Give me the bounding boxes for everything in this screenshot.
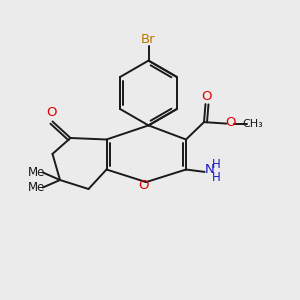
Text: O: O bbox=[46, 106, 57, 119]
Text: H: H bbox=[212, 158, 221, 171]
Text: Me: Me bbox=[28, 181, 46, 194]
Text: N: N bbox=[205, 163, 214, 176]
Text: Me: Me bbox=[28, 166, 46, 179]
Text: O: O bbox=[225, 116, 236, 130]
Text: H: H bbox=[212, 171, 221, 184]
Text: O: O bbox=[138, 179, 148, 192]
Text: Br: Br bbox=[141, 33, 156, 46]
Text: CH₃: CH₃ bbox=[242, 118, 263, 129]
Text: O: O bbox=[201, 90, 212, 103]
